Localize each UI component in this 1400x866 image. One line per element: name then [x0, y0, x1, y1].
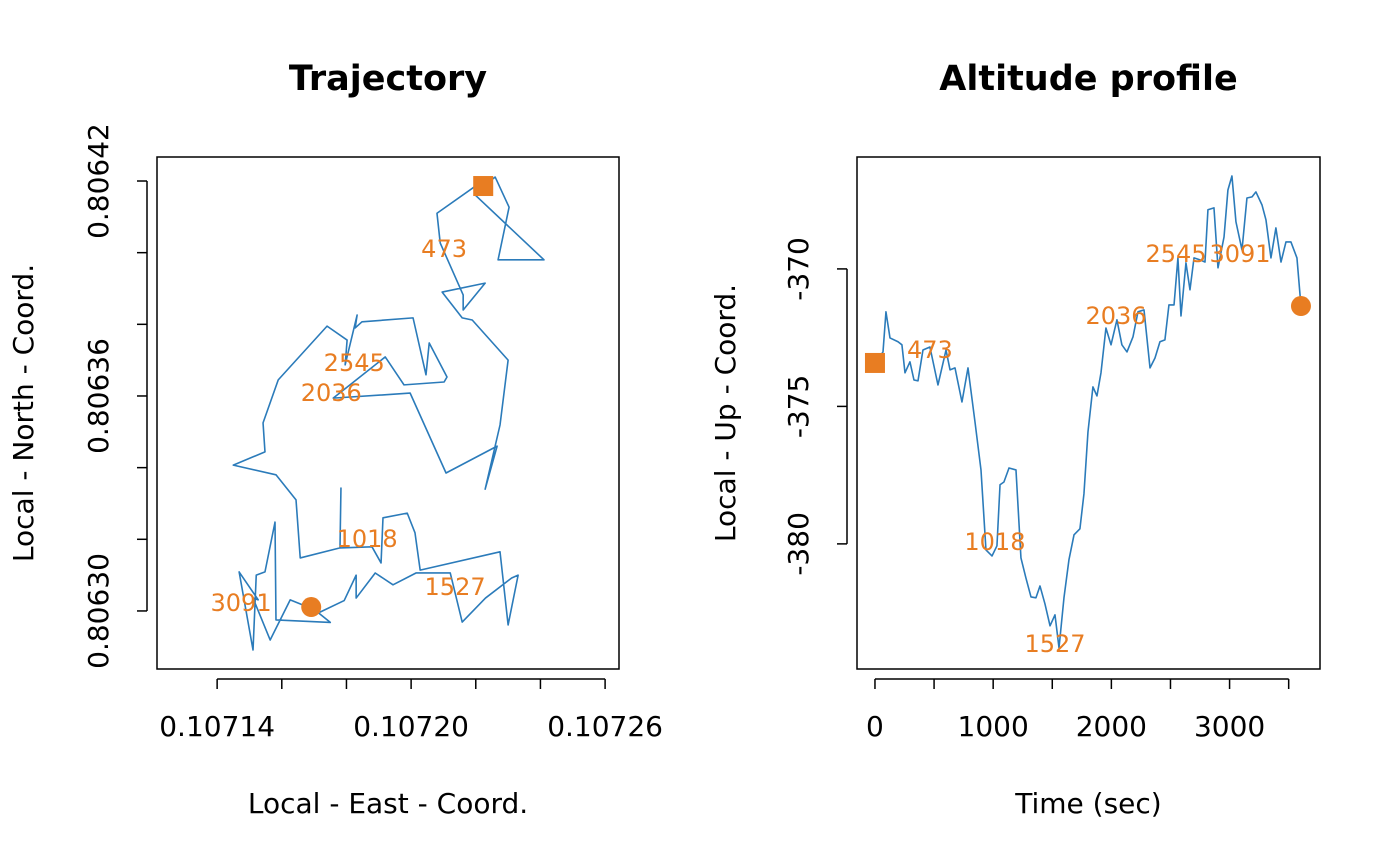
annotation: 3091 [211, 589, 272, 617]
y-tick-label: -375 [782, 375, 815, 439]
start-marker [864, 352, 885, 373]
chart-title: Altitude profile [939, 59, 1237, 99]
y-tick-label: -380 [782, 512, 815, 576]
data-line [232, 176, 545, 651]
data-line [874, 175, 1302, 649]
y-axis-label: Local - Up - Coord. [709, 284, 742, 542]
annotation: 3091 [1209, 240, 1270, 268]
y-tick-label: 0.80642 [82, 123, 115, 239]
annotation: 2036 [301, 379, 362, 407]
x-tick-label: 0.10726 [547, 710, 663, 743]
annotation: 2545 [324, 349, 385, 377]
x-tick-label: 0 [866, 710, 884, 743]
x-tick-label: 0.10720 [353, 710, 469, 743]
x-tick-label: 1000 [958, 710, 1029, 743]
y-tick-label: 0.80630 [82, 553, 115, 669]
x-tick-label: 3000 [1194, 710, 1265, 743]
annotation: 1018 [964, 528, 1025, 556]
annotation: 2036 [1085, 302, 1146, 330]
x-axis-label: Local - East - Coord. [248, 787, 528, 820]
end-marker [301, 597, 322, 618]
y-tick-label: -370 [782, 237, 815, 301]
annotation: 473 [421, 235, 467, 263]
y-tick-label: 0.80636 [82, 338, 115, 454]
plot-frame [156, 156, 620, 670]
annotation: 1018 [337, 525, 398, 553]
plot-frame [856, 156, 1321, 670]
annotation: 2545 [1145, 240, 1206, 268]
x-axis-label: Time (sec) [1014, 787, 1161, 820]
end-marker [1290, 296, 1311, 317]
y-axis-label: Local - North - Coord. [7, 264, 40, 562]
start-marker [473, 176, 494, 197]
x-tick-label: 0.10714 [159, 710, 275, 743]
chart-title: Trajectory [289, 59, 487, 99]
annotation: 473 [907, 336, 953, 364]
x-tick-label: 2000 [1076, 710, 1147, 743]
annotation: 1527 [1024, 630, 1085, 658]
annotation: 1527 [425, 573, 486, 601]
